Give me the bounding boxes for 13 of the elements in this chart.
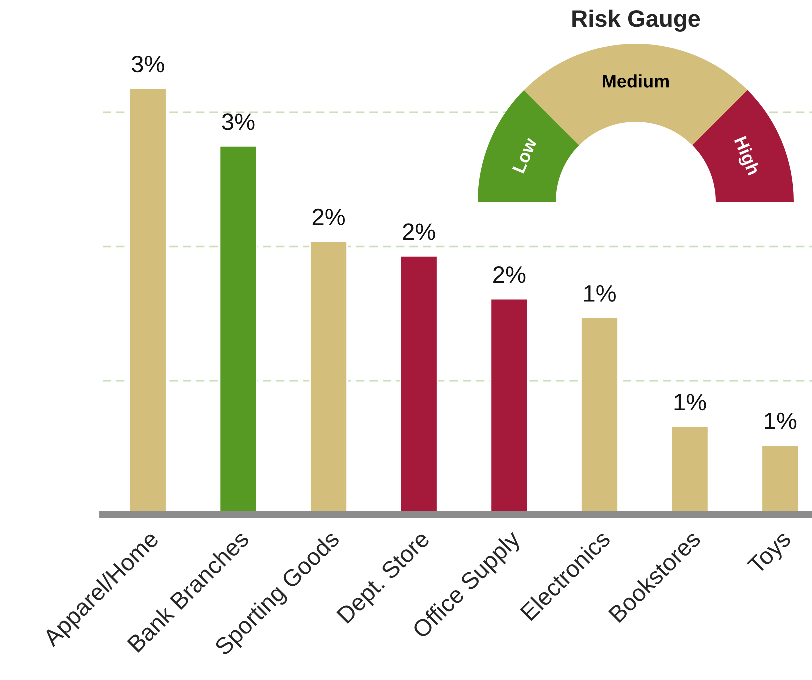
slice-label: Medium — [603, 74, 669, 88]
data-label: 2% — [494, 266, 526, 284]
slice-label: Low — [512, 136, 538, 174]
slice-label: High — [730, 136, 761, 178]
data-label: 1% — [584, 285, 616, 302]
x-tick-label: Toys — [747, 530, 796, 578]
data-label: 3% — [132, 56, 164, 73]
data-label: 3% — [222, 114, 255, 130]
data-label: 1% — [674, 394, 706, 411]
chart-title: Risk Gauge — [572, 10, 700, 32]
data-label: 2% — [312, 208, 346, 226]
data-label: 2% — [403, 224, 436, 240]
data-label: 1% — [765, 412, 797, 430]
